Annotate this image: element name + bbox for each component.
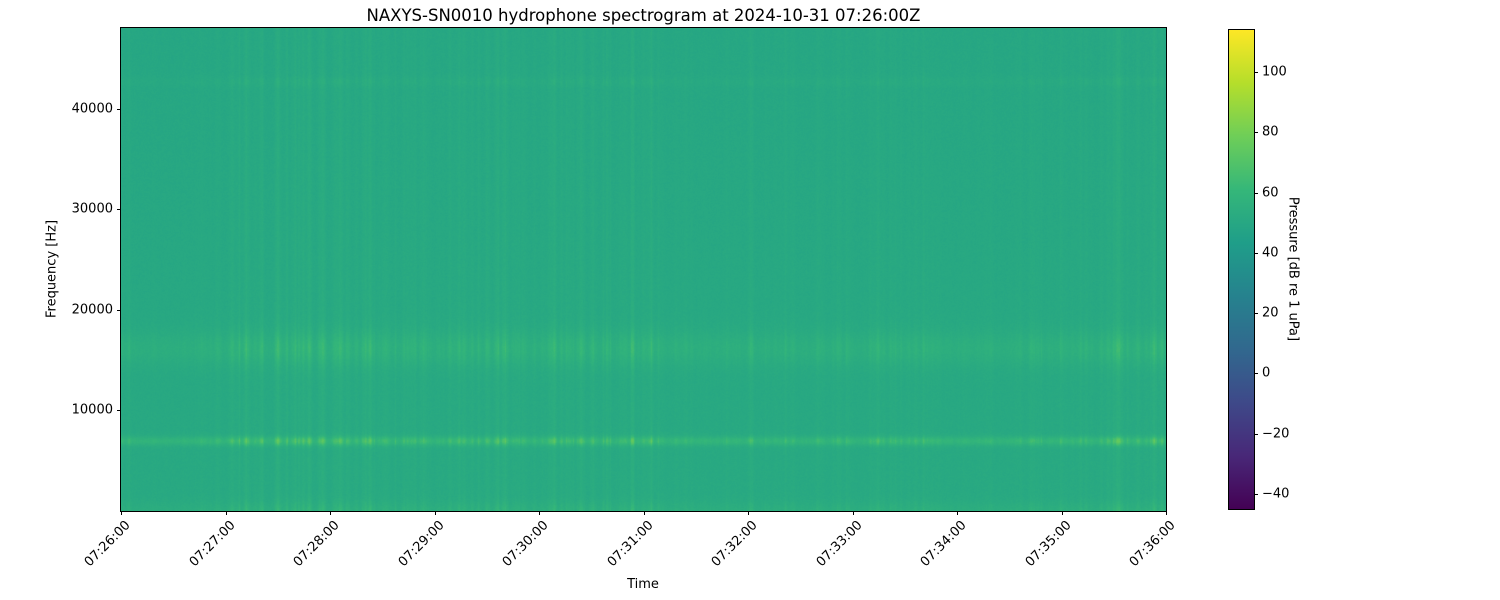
x-tick-label: 07:34:00 — [917, 518, 970, 570]
x-tick-label: 07:28:00 — [290, 518, 343, 570]
x-tick-mark — [1061, 511, 1063, 515]
x-tick-mark — [748, 511, 749, 515]
colorbar-tick-mark — [1254, 252, 1258, 254]
colorbar-tick-mark — [1254, 132, 1258, 134]
colorbar-tick-label: 100 — [1262, 64, 1287, 80]
plot-title: NAXYS-SN0010 hydrophone spectrogram at 2… — [366, 6, 921, 25]
x-tick-label: 07:26:00 — [81, 518, 134, 570]
colorbar-tick-mark — [1254, 493, 1258, 495]
colorbar-label: Pressure [dB re 1 uPa] — [1285, 196, 1301, 342]
x-tick-mark — [434, 511, 436, 515]
x-tick-mark — [643, 511, 645, 515]
colorbar-tick-mark — [1254, 373, 1258, 375]
x-tick-mark — [957, 511, 958, 515]
y-tick-mark — [117, 209, 121, 211]
colorbar-gradient — [1229, 30, 1254, 509]
x-tick-mark — [1166, 511, 1167, 515]
x-tick-label: 07:30:00 — [499, 518, 552, 570]
colorbar-tick-label: 60 — [1262, 185, 1279, 201]
colorbar-tick-mark — [1254, 433, 1258, 435]
colorbar-tick-label: 20 — [1262, 305, 1279, 321]
spectrogram-heatmap-canvas — [121, 28, 1166, 511]
colorbar-tick-mark — [1254, 72, 1258, 74]
x-tick-mark — [330, 511, 331, 515]
y-tick-mark — [117, 410, 121, 412]
colorbar-tick-label: 40 — [1262, 245, 1279, 261]
colorbar-tick-label: −20 — [1262, 426, 1290, 442]
x-tick-mark — [225, 511, 227, 515]
colorbar-tick-mark — [1254, 313, 1258, 315]
colorbar-tick-label: 0 — [1262, 365, 1271, 381]
y-tick-label: 30000 — [71, 201, 113, 217]
colorbar-tick-label: 80 — [1262, 124, 1279, 140]
x-axis-label: Time — [627, 577, 659, 592]
y-tick-label: 40000 — [71, 101, 113, 116]
x-tick-label: 07:36:00 — [1126, 518, 1179, 570]
x-tick-mark — [539, 511, 540, 515]
x-tick-mark — [852, 511, 854, 515]
y-tick-label: 20000 — [71, 302, 113, 318]
y-tick-mark — [117, 309, 121, 311]
colorbar-tick-mark — [1254, 192, 1258, 194]
x-tick-mark — [121, 511, 122, 515]
colorbar-tick-label: −40 — [1262, 486, 1290, 502]
y-tick-label: 10000 — [71, 402, 113, 418]
y-tick-mark — [117, 108, 121, 110]
